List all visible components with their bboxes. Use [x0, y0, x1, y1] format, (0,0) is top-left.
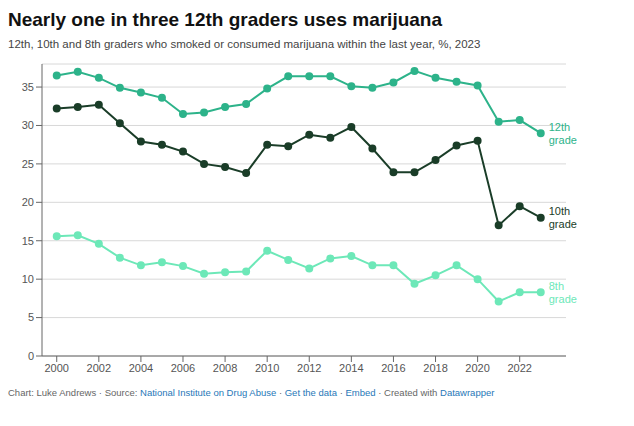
html-text:12th, 10th and 8th graders who: 12th, 10th and 8th graders who smoked or…: [8, 38, 481, 50]
svg-text:2022: 2022: [507, 362, 531, 374]
svg-text:2010: 2010: [255, 362, 279, 374]
svg-text:2018: 2018: [423, 362, 447, 374]
svg-text:12thgrade: 12thgrade: [549, 121, 577, 146]
svg-text:15: 15: [22, 235, 34, 247]
svg-text:2006: 2006: [171, 362, 195, 374]
svg-text:2016: 2016: [381, 362, 405, 374]
svg-text:10: 10: [22, 273, 34, 285]
svg-text:30: 30: [22, 119, 34, 131]
svg-text:10thgrade: 10thgrade: [549, 205, 577, 230]
svg-text:25: 25: [22, 158, 34, 170]
svg-text:0: 0: [28, 350, 34, 362]
svg-text:2020: 2020: [465, 362, 489, 374]
svg-text:2012: 2012: [297, 362, 321, 374]
html-text:Chart: Luke Andrews · Source:: Chart: Luke Andrews · Source: National I…: [8, 387, 495, 398]
svg-text:8thgrade: 8thgrade: [549, 280, 577, 305]
svg-text:2008: 2008: [213, 362, 237, 374]
svg-text:2000: 2000: [44, 362, 68, 374]
svg-text:5: 5: [28, 311, 34, 323]
html-text:Nearly one in three 12th grade: Nearly one in three 12th graders uses ma…: [8, 9, 442, 30]
svg-text:2004: 2004: [129, 362, 153, 374]
svg-text:35: 35: [22, 81, 34, 93]
svg-text:2014: 2014: [339, 362, 363, 374]
svg-text:2002: 2002: [87, 362, 111, 374]
svg-text:20: 20: [22, 196, 34, 208]
